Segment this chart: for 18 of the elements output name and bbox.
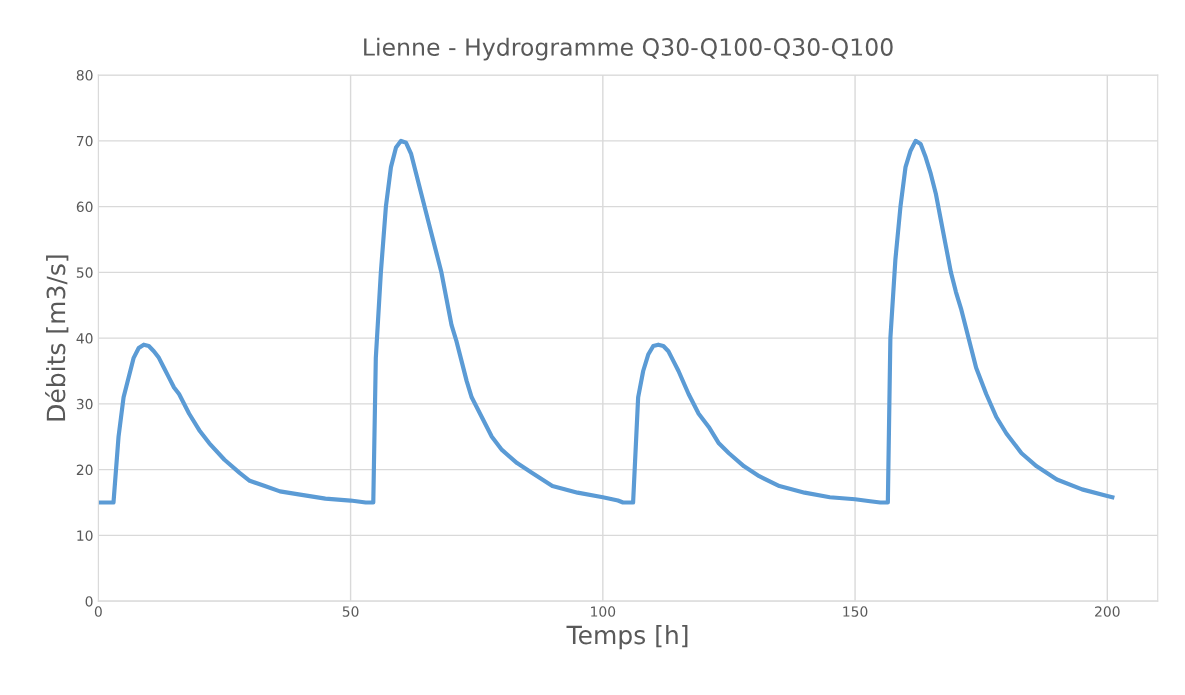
x-tick-label: 100: [591, 606, 616, 617]
x-tick-label: 0: [94, 606, 102, 617]
x-tick-label: 150: [843, 606, 868, 617]
y-tick-label: 80: [76, 70, 93, 81]
y-tick-label: 0: [85, 596, 93, 607]
x-axis-title: Temps [h]: [566, 625, 688, 650]
y-tick-label: 60: [76, 201, 93, 213]
y-tick-label: 20: [76, 464, 93, 476]
chart-title: Lienne - Hydrogramme Q30-Q100-Q30-Q100: [364, 37, 893, 61]
y-tick-label: 50: [76, 267, 93, 278]
line-series: [98, 138, 1115, 505]
y-axis-title: Débits [m3/s]: [45, 255, 69, 421]
y-tick-label: 10: [77, 530, 93, 541]
x-tick-label: 50: [342, 606, 359, 617]
y-tick-label: 40: [76, 333, 93, 344]
y-tick-label: 70: [76, 135, 93, 147]
y-tick-label: 30: [76, 398, 93, 410]
x-tick-label: 200: [1095, 606, 1120, 617]
